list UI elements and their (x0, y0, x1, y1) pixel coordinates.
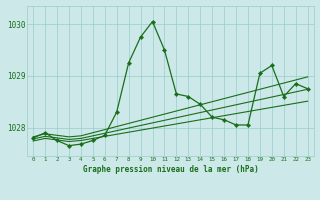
X-axis label: Graphe pression niveau de la mer (hPa): Graphe pression niveau de la mer (hPa) (83, 165, 258, 174)
